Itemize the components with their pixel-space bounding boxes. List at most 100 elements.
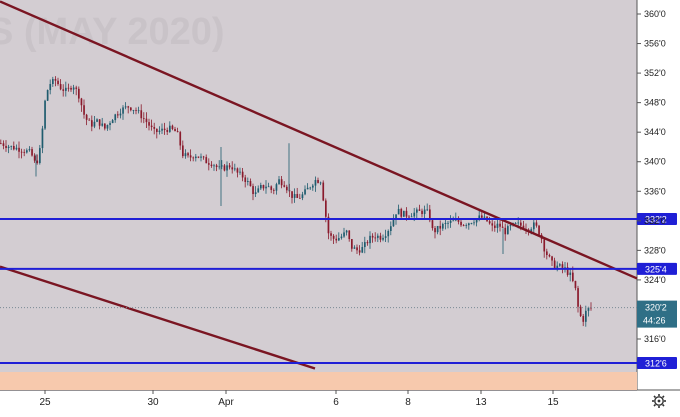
candle-body <box>585 310 587 322</box>
candle-body <box>148 122 150 126</box>
candle-body <box>327 216 330 234</box>
candle-body <box>234 168 236 170</box>
candle-body <box>366 242 369 244</box>
candle-body <box>249 181 252 187</box>
candle-body <box>153 127 156 129</box>
candle-body <box>507 226 509 235</box>
candle-body <box>317 179 319 183</box>
candle-body <box>104 123 106 129</box>
candle-body <box>150 125 153 128</box>
candle-body <box>296 194 299 198</box>
candle-body <box>195 156 197 159</box>
candle-body <box>304 189 306 195</box>
candle-body <box>392 219 395 227</box>
candle-body <box>361 247 364 253</box>
last-price-layer: 320'2 44:26 <box>0 300 677 328</box>
candle-body <box>93 121 96 127</box>
candle-body <box>530 229 533 232</box>
candle-body <box>408 216 410 218</box>
candle-body <box>457 219 460 222</box>
candle-body <box>491 223 494 226</box>
candle-body <box>244 177 247 182</box>
candle-body <box>171 125 174 129</box>
candle-body <box>231 167 234 170</box>
y-axis-ticks: 360'0 356'0 352'0 348'0 344'0 340'0 336'0 332'0… <box>637 9 666 344</box>
candle-body <box>574 280 577 289</box>
candle-body <box>202 156 205 158</box>
candle-body <box>293 194 296 198</box>
candle-body <box>98 119 101 126</box>
candle-body <box>111 120 114 124</box>
candle-body <box>239 171 241 173</box>
candle-body <box>137 110 140 112</box>
candle-body <box>312 185 314 188</box>
candle-body <box>124 106 127 108</box>
x-tick-label: Apr <box>218 397 234 408</box>
candle-body <box>59 84 62 90</box>
candle-body <box>75 87 78 89</box>
candle-body <box>49 84 52 91</box>
candle-body <box>122 107 124 114</box>
candle-body <box>587 307 590 311</box>
x-tick-label: 8 <box>405 397 411 408</box>
candle-body <box>265 186 267 189</box>
trendline-upper-channel[interactable] <box>0 0 638 280</box>
x-tick-label: 6 <box>333 397 339 408</box>
y-tick-label: 336'0 <box>644 186 666 196</box>
candle-body <box>158 130 161 132</box>
horizontal-level-tag <box>637 262 677 275</box>
last-price-tag <box>637 300 677 328</box>
x-axis-ticks-labels: 25 30 Apr 6 8 13 15 <box>39 390 559 408</box>
candle-body <box>559 264 561 266</box>
trendline-lower-channel[interactable] <box>0 265 316 370</box>
candle-body <box>397 208 400 215</box>
candle-body <box>423 209 426 215</box>
candle-body <box>470 223 473 224</box>
candle-body <box>369 235 371 244</box>
candle-body <box>143 118 145 120</box>
candle-body <box>130 107 132 111</box>
candle-body <box>91 120 93 127</box>
candle-body <box>332 235 335 239</box>
candle-body <box>564 267 566 269</box>
candle-body <box>335 238 338 241</box>
candle-body <box>483 216 486 218</box>
candle-body <box>351 239 353 249</box>
candle-body <box>522 225 525 229</box>
lower-band-fill <box>0 372 637 390</box>
candle-body <box>499 223 501 227</box>
candle-body <box>169 125 171 132</box>
candle-body <box>270 186 273 190</box>
candle-body <box>197 156 200 158</box>
candle-body <box>390 226 392 231</box>
candle-body <box>179 132 182 146</box>
candle-body <box>228 165 231 168</box>
y-tick-label: 340'0 <box>644 157 666 167</box>
candle-body <box>267 186 270 188</box>
settings-gear-icon[interactable] <box>652 394 666 408</box>
candle-body <box>364 242 366 248</box>
candle-body <box>452 220 455 222</box>
candle-body <box>481 215 483 218</box>
candle-body <box>187 153 189 156</box>
candle-body <box>241 171 244 178</box>
candle-body <box>62 89 65 91</box>
candle-body <box>192 157 195 159</box>
candle-body <box>135 110 137 111</box>
candle-body <box>218 166 221 168</box>
candle-body <box>156 128 158 132</box>
candle-body <box>449 220 452 223</box>
y-tick-label: 316'0 <box>644 334 666 344</box>
candle-body <box>299 197 301 199</box>
y-tick-label: 332'0 <box>644 216 666 226</box>
candle-body <box>127 106 130 108</box>
candle-body <box>538 225 540 235</box>
candle-body <box>223 165 226 171</box>
candle-body <box>371 235 374 238</box>
y-tick-label: 328'0 <box>644 245 666 255</box>
candle-body <box>582 316 585 322</box>
candle-body <box>447 222 449 224</box>
trendlines-layer <box>0 0 638 370</box>
candle-body <box>83 105 85 115</box>
